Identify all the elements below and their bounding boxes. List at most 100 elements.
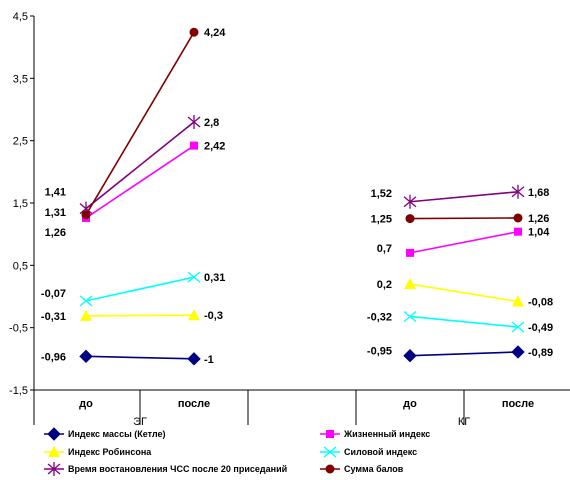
data-label: -0,49 <box>528 322 553 334</box>
data-label: 2,8 <box>204 117 219 129</box>
data-label: -0,96 <box>41 351 66 363</box>
point-силовой-индекс <box>79 295 93 307</box>
data-label: -1 <box>204 354 214 366</box>
x-group-label: ЭГ <box>133 416 147 428</box>
series-line-время-востановления-чсс-после-20-приседаний-kg <box>409 190 519 203</box>
legend-marker <box>323 446 337 458</box>
marker-stroke <box>511 321 525 333</box>
data-label: 1,04 <box>528 227 550 239</box>
point-индекс-массы-кетле <box>79 349 93 364</box>
point-индекс-массы-кетле <box>403 349 417 363</box>
data-label: 2,42 <box>204 141 225 153</box>
point-сумма-балов <box>405 214 415 224</box>
data-label: 1,68 <box>528 187 549 199</box>
legend-item-индекс-робинсона: Индекс Робинсона <box>44 446 152 457</box>
x-group-label: КГ <box>458 416 470 428</box>
legend-label: Силовой индекс <box>344 447 417 457</box>
point-индекс-массы-кетле <box>187 352 201 366</box>
series-line-индекс-массы-кетле-kg <box>409 351 519 357</box>
series-line-сумма-балов-eg <box>85 31 195 216</box>
point-индекс-робинсона <box>512 295 524 307</box>
data-label: -0,31 <box>41 311 66 323</box>
legend-label: Жизненный индекс <box>343 429 430 439</box>
series-line-жизненный-индекс-eg <box>85 144 195 219</box>
series-line-сумма-балов-kg <box>409 217 519 220</box>
data-label: 0,31 <box>204 272 225 284</box>
data-label: 1,31 <box>45 207 66 219</box>
chart-axes: -1,5 -0,5 0,5 1,5 2,5 3,5 4,5 до после до после ЭГ К… <box>9 11 570 428</box>
legend-label: Время востановления ЧСС после 20 приседа… <box>68 464 287 474</box>
data-label: -0,32 <box>367 311 392 323</box>
legend-item-индекс-массы-кетле: Индекс массы (Кетле) <box>44 427 166 441</box>
y-tick-label: 1,5 <box>13 198 28 210</box>
legend: Индекс массы (Кетле) Жизненный индекс Инде… <box>44 427 430 476</box>
point-время-востановления-чсс-после-20-приседаний <box>187 114 201 129</box>
x-category-label: после <box>502 398 534 410</box>
point-время-востановления-чсс-после-20-приседаний <box>403 194 417 209</box>
legend-label: Индекс массы (Кетле) <box>68 429 166 439</box>
legend-marker <box>47 427 61 441</box>
y-tick-label: 4,5 <box>13 11 28 23</box>
data-label: 1,52 <box>371 188 392 200</box>
y-tick-label: 2,5 <box>13 136 28 148</box>
point-индекс-робинсона <box>188 309 200 321</box>
legend-label: Индекс Робинсона <box>68 447 152 457</box>
x-category-label: до <box>403 398 417 410</box>
point-силовой-индекс <box>403 310 417 322</box>
data-label: 0,2 <box>377 279 392 291</box>
y-tick-label: -0,5 <box>9 323 28 335</box>
point-жизненный-индекс <box>406 248 414 257</box>
point-жизненный-индекс <box>190 141 198 150</box>
data-label: 1,25 <box>371 214 392 226</box>
data-label: 4,24 <box>204 27 226 39</box>
legend-marker <box>326 430 334 438</box>
legend-marker <box>325 464 335 474</box>
y-tick-label: 3,5 <box>13 73 28 85</box>
marker-stroke <box>187 271 201 283</box>
point-силовой-индекс <box>187 271 201 283</box>
data-label: 1,26 <box>528 213 549 225</box>
marker-stroke <box>79 295 93 307</box>
series-line-время-востановления-чсс-после-20-приседаний-eg <box>85 121 195 210</box>
y-tick-label: 0,5 <box>13 260 28 272</box>
data-label: -0,95 <box>367 346 392 358</box>
data-label: 0,7 <box>377 243 392 255</box>
series-markers <box>79 27 525 366</box>
marker-stroke <box>323 446 337 458</box>
marker-stroke <box>403 310 417 322</box>
x-category-label: до <box>79 398 93 410</box>
series-lines <box>85 31 519 360</box>
series-line-жизненный-индекс-kg <box>409 230 519 254</box>
point-время-востановления-чсс-после-20-приседаний <box>511 184 525 199</box>
legend-item-жизненный-индекс: Жизненный индекс <box>320 429 430 439</box>
point-сумма-балов <box>189 27 199 37</box>
x-category-label: после <box>178 398 210 410</box>
series-line-индекс-робинсона-kg <box>409 283 519 303</box>
data-label: -0,3 <box>204 310 223 322</box>
legend-label: Сумма балов <box>344 464 404 474</box>
series-line-индекс-массы-кетле-eg <box>85 355 195 360</box>
series-line-силовой-индекс-eg <box>85 276 195 302</box>
data-label: -0,07 <box>41 288 66 300</box>
legend-item-силовой-индекс: Силовой индекс <box>320 446 417 458</box>
legend-marker <box>47 462 61 476</box>
series-line-индекс-робинсона-eg <box>85 314 195 317</box>
point-сумма-балов <box>513 213 523 223</box>
point-жизненный-индекс <box>514 227 522 236</box>
data-labels: -0,96 -1 -0,95 -0,89 1,26 2,42 0,7 1,04 -0,31 -0,… <box>41 27 553 366</box>
y-tick-label: -1,5 <box>9 385 28 397</box>
data-label: 1,26 <box>45 227 66 239</box>
point-индекс-робинсона <box>404 278 416 290</box>
point-индекс-робинсона <box>80 309 92 321</box>
series-line-силовой-индекс-kg <box>409 315 519 328</box>
legend-item-сумма-балов: Сумма балов <box>320 464 404 474</box>
legend-item-время-востановления-чсс-после-20-приседаний: Время востановления ЧСС после 20 приседа… <box>44 462 287 476</box>
point-силовой-индекс <box>511 321 525 333</box>
data-label: 1,41 <box>45 187 66 199</box>
data-label: -0,08 <box>528 296 553 308</box>
legend-marker <box>48 446 60 457</box>
point-сумма-балов <box>81 210 91 220</box>
data-label: -0,89 <box>528 347 553 359</box>
point-индекс-массы-кетле <box>511 345 525 359</box>
